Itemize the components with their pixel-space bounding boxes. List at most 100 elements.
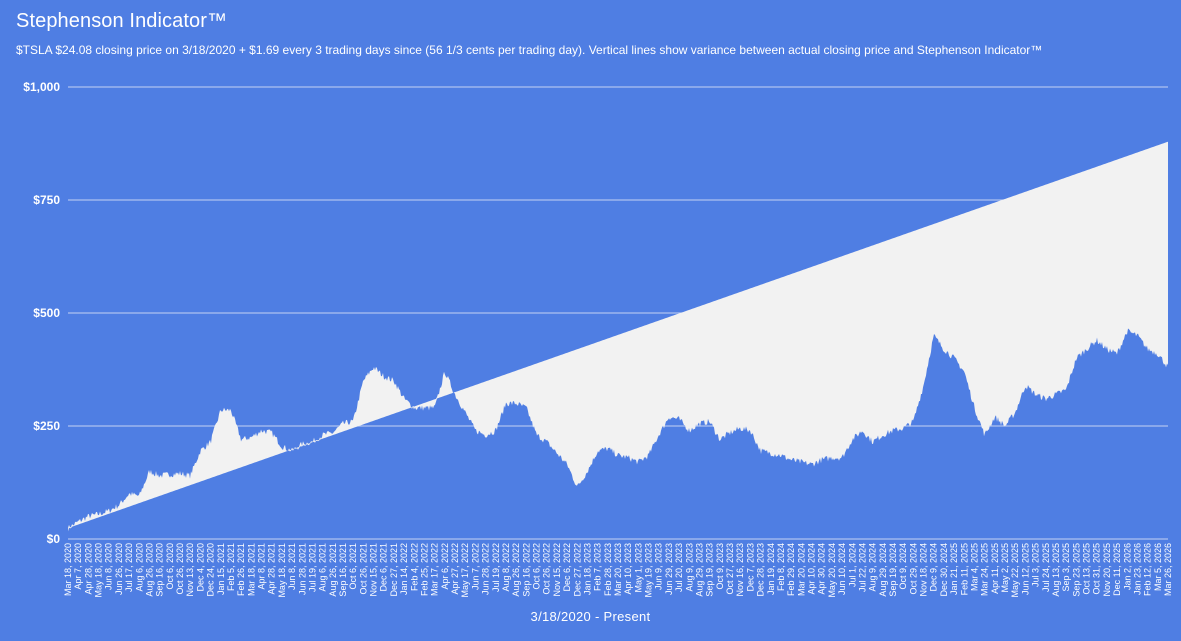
x-tick-label: Apr 27, 2022 — [450, 543, 460, 595]
x-tick-label: Feb 25, 2022 — [419, 543, 429, 596]
x-tick-label: Oct 6, 2021 — [348, 543, 358, 590]
x-tick-label: Oct 26, 2021 — [358, 543, 368, 595]
x-tick-label: Jan 14, 2022 — [399, 543, 409, 595]
x-tick-label: Dec 11, 2025 — [1112, 543, 1122, 596]
x-tick-label: Jun 28, 2022 — [481, 543, 491, 595]
x-tick-label: Sep 16, 2020 — [155, 543, 165, 597]
x-tick-label: Aug 26, 2021 — [328, 543, 338, 597]
x-tick-label: Apr 6, 2022 — [440, 543, 450, 590]
x-tick-label: Oct 27, 2023 — [725, 543, 735, 595]
x-tick-label: Jan 2, 2026 — [1122, 543, 1132, 590]
x-tick-label: Feb 11, 2025 — [959, 543, 969, 595]
x-tick-label: Jul 20, 2023 — [674, 543, 684, 592]
x-tick-label: Apr 10, 2023 — [623, 543, 633, 595]
x-tick-label: Apr 30, 2024 — [817, 543, 827, 595]
y-tick-label: $500 — [33, 306, 60, 320]
x-tick-label: Oct 13, 2025 — [1082, 543, 1092, 595]
x-tick-label: Jun 28, 2021 — [297, 543, 307, 595]
variance-area-fill — [68, 141, 1168, 532]
x-tick-label: Oct 9, 2024 — [898, 543, 908, 590]
x-tick-label: Jul 24, 2025 — [1041, 543, 1051, 592]
x-tick-label: Jan 18, 2023 — [582, 543, 592, 595]
x-tick-label: Aug 13, 2025 — [1051, 543, 1061, 597]
x-tick-label: Aug 29, 2024 — [878, 543, 888, 597]
x-tick-label: Sep 19, 2024 — [888, 543, 898, 597]
x-tick-label: Jun 12, 2025 — [1020, 543, 1030, 595]
x-tick-label: Oct 31, 2025 — [1092, 543, 1102, 595]
x-tick-label: May 17, 2022 — [460, 543, 470, 598]
x-tick-label: Feb 8, 2024 — [776, 543, 786, 591]
x-tick-label: Apr 11, 2025 — [990, 543, 1000, 594]
x-tick-label: May 1, 2023 — [633, 543, 643, 593]
x-tick-label: Jan 23, 2026 — [1132, 543, 1142, 595]
x-axis-tick-labels: Mar 18, 2020 Apr 7, 2020 Apr 28, 2020 May 1… — [63, 543, 1173, 598]
x-tick-label: Oct 9, 2023 — [715, 543, 725, 590]
x-tick-label: Jun 8, 2020 — [104, 543, 114, 590]
x-tick-label: Sep 3, 2025 — [1061, 543, 1071, 592]
x-tick-label: May 19, 2023 — [644, 543, 654, 598]
x-tick-label: Aug 9, 2024 — [868, 543, 878, 592]
x-tick-label: Mar 5, 2026 — [1153, 543, 1163, 591]
x-tick-label: Jul 17, 2020 — [124, 543, 134, 592]
x-tick-label: Oct 29, 2024 — [908, 543, 918, 595]
x-tick-label: Jul 3, 2025 — [1031, 543, 1041, 587]
x-tick-label: Dec 6, 2021 — [379, 543, 389, 592]
x-tick-label: Apr 7, 2020 — [73, 543, 83, 590]
y-tick-label: $0 — [47, 532, 61, 546]
x-tick-label: Feb 26, 2021 — [236, 543, 246, 596]
x-tick-label: Mar 20, 2024 — [796, 543, 806, 596]
x-tick-label: Aug 8, 2022 — [501, 543, 511, 592]
x-tick-label: Feb 4, 2022 — [409, 543, 419, 591]
x-tick-label: Dec 28, 2023 — [756, 543, 766, 597]
x-tick-label: Oct 6, 2020 — [165, 543, 175, 590]
x-tick-label: Aug 9, 2023 — [684, 543, 694, 592]
x-tick-label: Feb 28, 2023 — [603, 543, 613, 596]
x-tick-label: May 20, 2024 — [827, 543, 837, 598]
x-tick-label: Oct 6, 2022 — [532, 543, 542, 590]
chart-title: Stephenson Indicator™ — [16, 10, 228, 32]
x-tick-label: Dec 30, 2024 — [939, 543, 949, 597]
x-tick-label: Dec 27, 2022 — [572, 543, 582, 597]
x-tick-label: May 22, 2025 — [1010, 543, 1020, 598]
x-tick-label: Jul 22, 2024 — [857, 543, 867, 592]
x-tick-label: May 18, 2021 — [277, 543, 287, 598]
x-tick-label: Sep 16, 2022 — [521, 543, 531, 597]
x-tick-label: Dec 27, 2021 — [389, 543, 399, 597]
x-axis-title: 3/18/2020 - Present — [530, 609, 651, 624]
x-tick-label: Jul 1, 2024 — [847, 543, 857, 587]
x-tick-label: Jun 8, 2021 — [287, 543, 297, 590]
x-tick-label: Nov 13, 2020 — [185, 543, 195, 597]
x-tick-label: Feb 5, 2021 — [226, 543, 236, 591]
x-tick-label: Oct 26, 2022 — [542, 543, 552, 595]
x-tick-label: Feb 7, 2023 — [593, 543, 603, 591]
x-tick-label: Mar 20, 2023 — [613, 543, 623, 596]
x-tick-label: Jan 15, 2021 — [216, 543, 226, 595]
x-tick-label: Sep 16, 2021 — [338, 543, 348, 597]
x-tick-label: Jun 9, 2023 — [654, 543, 664, 590]
x-tick-label: Apr 28, 2021 — [267, 543, 277, 595]
x-tick-label: Mar 18, 2021 — [246, 543, 256, 596]
x-tick-label: Mar 18, 2020 — [63, 543, 73, 596]
x-tick-label: Nov 20, 2025 — [1102, 543, 1112, 597]
x-tick-label: Aug 26, 2022 — [511, 543, 521, 597]
x-tick-label: Jul 19, 2021 — [307, 543, 317, 592]
x-tick-label: Dec 24, 2020 — [206, 543, 216, 597]
x-tick-label: Jul 19, 2022 — [491, 543, 501, 592]
x-tick-label: Feb 29, 2024 — [786, 543, 796, 596]
y-tick-label: $1,000 — [23, 80, 60, 94]
x-tick-label: Jan 19, 2024 — [766, 543, 776, 595]
x-tick-label: Apr 8, 2021 — [257, 543, 267, 590]
y-axis-tick-labels: $0 $250 $500 $750 $1,000 — [23, 80, 60, 546]
y-tick-label: $250 — [33, 419, 60, 433]
x-tick-label: Aug 26, 2020 — [144, 543, 154, 597]
x-tick-label: Aug 29, 2023 — [694, 543, 704, 597]
x-tick-label: Dec 7, 2023 — [745, 543, 755, 592]
y-tick-label: $750 — [33, 193, 60, 207]
x-tick-label: Nov 16, 2023 — [735, 543, 745, 597]
chart-subtitle: $TSLA $24.08 closing price on 3/18/2020 … — [16, 43, 1043, 57]
x-tick-label: Apr 10, 2024 — [807, 543, 817, 595]
x-tick-label: Jun 10, 2024 — [837, 543, 847, 595]
x-tick-label: Jun 26, 2020 — [114, 543, 124, 595]
x-tick-label: Jun 7, 2022 — [470, 543, 480, 590]
